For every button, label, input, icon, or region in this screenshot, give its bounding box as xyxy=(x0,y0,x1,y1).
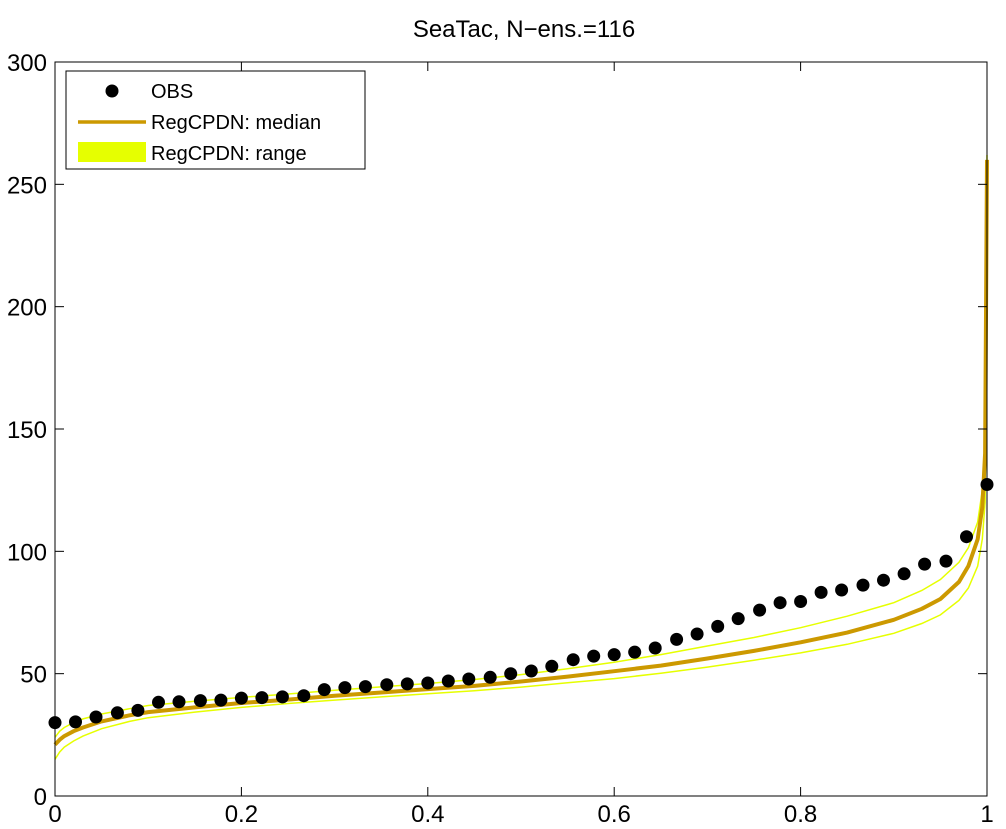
obs-point xyxy=(835,583,849,597)
x-tick-label: 0 xyxy=(48,801,61,828)
chart-title: SeaTac, N−ens.=116 xyxy=(413,16,635,43)
range-band-layer xyxy=(54,154,988,760)
x-tick-label: 0.8 xyxy=(784,801,817,828)
obs-point xyxy=(483,670,497,684)
obs-point xyxy=(152,695,165,709)
median-line xyxy=(53,159,989,746)
obs-point xyxy=(400,677,414,691)
obs-point xyxy=(317,683,331,697)
obs-point xyxy=(566,653,580,667)
obs-point xyxy=(255,691,269,705)
obs-point xyxy=(172,695,186,709)
legend-label-range: RegCPDN: range xyxy=(151,143,307,165)
range-band-lower-line xyxy=(54,294,988,760)
y-tick-label: 200 xyxy=(7,295,47,322)
obs-point xyxy=(773,596,787,610)
y-axis: 0 50 100 150 200 250 300 xyxy=(7,50,987,811)
obs-point xyxy=(794,595,808,608)
obs-point xyxy=(89,710,103,724)
legend-label-obs: OBS xyxy=(151,81,193,103)
obs-points-layer xyxy=(48,478,994,730)
obs-point xyxy=(877,573,890,587)
obs-point xyxy=(670,632,684,646)
y-tick-label: 250 xyxy=(7,172,47,199)
obs-point xyxy=(504,667,518,681)
obs-point xyxy=(814,585,828,599)
obs-point xyxy=(897,567,911,581)
x-tick-label: 0.6 xyxy=(598,801,631,828)
y-tick-label: 50 xyxy=(20,662,47,689)
obs-point xyxy=(380,678,394,692)
obs-point xyxy=(607,648,621,662)
obs-point xyxy=(939,554,953,568)
obs-point xyxy=(690,627,704,641)
obs-point xyxy=(358,680,372,694)
obs-point xyxy=(524,664,538,678)
obs-point xyxy=(234,691,248,705)
obs-point xyxy=(131,703,145,717)
obs-point xyxy=(193,694,207,708)
obs-point xyxy=(214,693,228,707)
x-axis: 0 0.2 0.4 0.6 0.8 1 xyxy=(48,62,994,828)
obs-point xyxy=(753,603,767,617)
legend-range-swatch xyxy=(78,142,146,162)
median-line-layer xyxy=(53,159,989,746)
obs-point xyxy=(628,645,642,659)
obs-point xyxy=(545,659,559,673)
obs-point xyxy=(960,530,973,544)
legend: OBS RegCPDN: median RegCPDN: range xyxy=(65,70,366,170)
range-band-upper-line xyxy=(54,154,988,738)
legend-obs-marker xyxy=(105,84,119,98)
obs-point xyxy=(441,674,455,688)
y-tick-label: 100 xyxy=(7,539,47,566)
obs-point xyxy=(731,612,745,626)
x-tick-label: 1 xyxy=(980,801,993,828)
obs-point xyxy=(462,672,476,686)
y-tick-label: 150 xyxy=(7,417,47,444)
obs-point xyxy=(711,619,725,633)
obs-point xyxy=(648,641,662,655)
y-tick-label: 300 xyxy=(7,50,47,77)
plot-area xyxy=(55,62,987,796)
obs-point xyxy=(918,557,932,571)
y-tick-label: 0 xyxy=(34,784,47,811)
obs-point xyxy=(110,706,124,720)
x-tick-label: 0.4 xyxy=(411,801,444,828)
x-tick-label: 0.2 xyxy=(225,801,258,828)
obs-point xyxy=(856,578,870,592)
obs-point xyxy=(421,676,435,690)
obs-point xyxy=(275,690,289,704)
legend-label-median: RegCPDN: median xyxy=(151,112,321,134)
obs-point xyxy=(297,689,311,703)
obs-point xyxy=(69,715,82,729)
obs-point xyxy=(338,681,352,695)
obs-point xyxy=(587,649,601,663)
